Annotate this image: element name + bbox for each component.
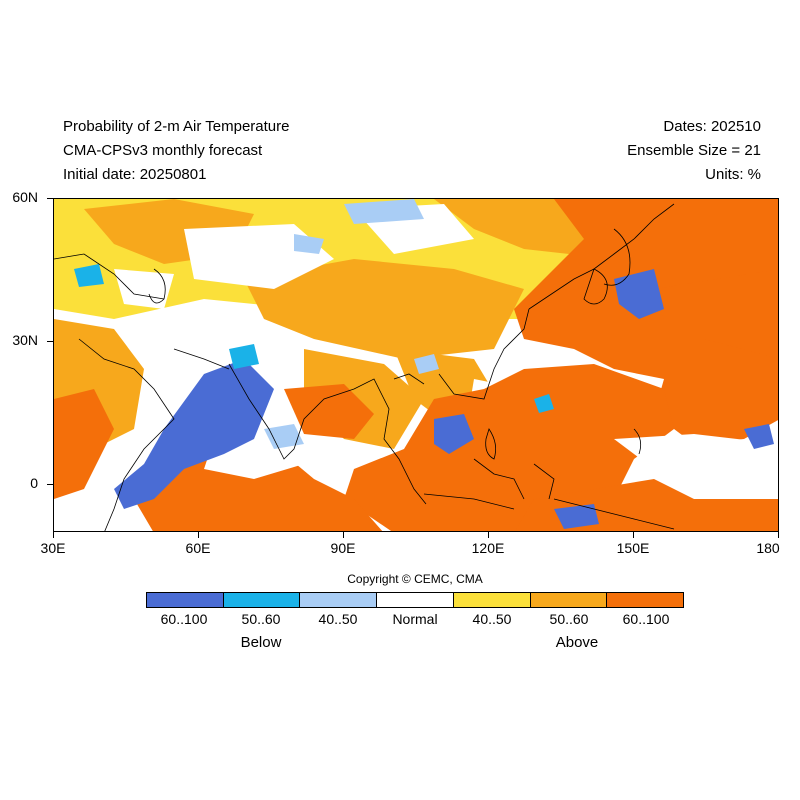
below-weak-region [264,199,439,449]
lon-tick-90e [343,532,344,538]
legend-swatch-above-strong [607,593,684,607]
units-label: Units: % [705,166,761,183]
legend-swatch-above-mid [530,593,608,607]
forecast-dates: Dates: 202510 [663,118,761,135]
legend-swatch-below-strong [147,593,224,607]
lat-tick-30n [47,341,53,342]
legend-label-below-weak: 40..50 [318,611,358,627]
map-canvas [54,199,778,531]
lat-tick-60n [47,198,53,199]
lat-label-60n: 60N [12,189,38,205]
lon-label-180: 180 [756,540,780,556]
above-strong-region [54,199,778,531]
legend-group-above: Above [555,634,599,651]
legend-swatch-below-mid [223,593,301,607]
legend-colorbar [146,592,684,608]
legend-swatch-below-weak [300,593,378,607]
lon-tick-120e [488,532,489,538]
lon-tick-150e [633,532,634,538]
legend-group-below: Below [240,634,282,651]
legend-label-below-strong: 60..100 [160,611,208,627]
ensemble-size: Ensemble Size = 21 [627,142,761,159]
lat-label-0: 0 [30,475,38,491]
lon-label-90e: 90E [330,540,356,556]
probability-map [53,198,779,532]
lat-label-30n: 30N [12,332,38,348]
legend-label-below-mid: 50..60 [241,611,281,627]
legend-label-above-mid: 50..60 [549,611,589,627]
below-mid-region [74,264,554,413]
lon-tick-180 [778,532,779,538]
chart-title: Probability of 2-m Air Temperature [63,118,290,135]
copyright-notice: Copyright © CEMC, CMA [347,572,483,586]
legend-label-above-weak: 40..50 [472,611,512,627]
legend-label-normal: Normal [392,611,438,627]
lon-label-60e: 60E [185,540,211,556]
initial-date: Initial date: 20250801 [63,166,207,183]
lon-tick-60e [198,532,199,538]
model-name: CMA-CPSv3 monthly forecast [63,142,263,159]
lon-label-120e: 120E [471,540,505,556]
lat-tick-0 [47,484,53,485]
coastlines [54,203,675,531]
lon-tick-30e [53,532,54,538]
below-strong-region [114,269,774,529]
lon-label-150e: 150E [616,540,650,556]
legend-swatch-normal [377,593,454,607]
legend-swatch-above-weak [453,593,531,607]
lon-label-30e: 30E [40,540,66,556]
legend-label-above-strong: 60..100 [622,611,670,627]
